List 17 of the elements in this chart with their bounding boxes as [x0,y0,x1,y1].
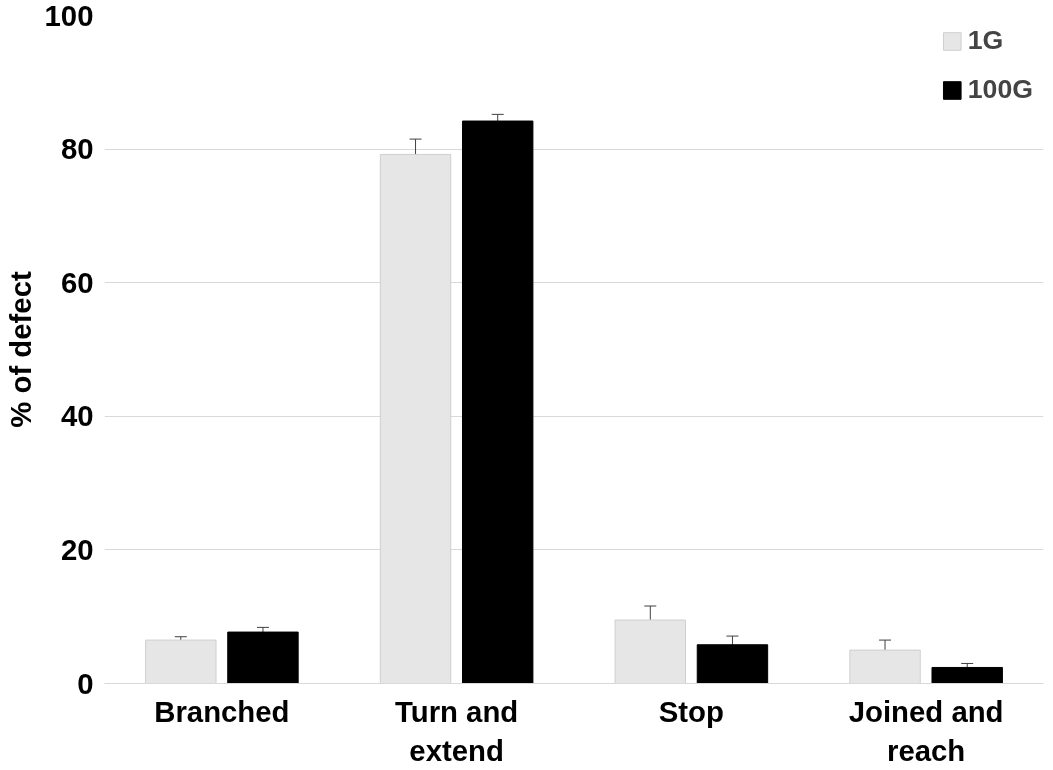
x-tick-label: Branched [154,694,290,728]
y-tick-label: 0 [77,666,94,700]
x-tick-label: Turn and extend [394,694,519,768]
y-axis-title: % of defect [3,271,37,428]
y-tick-label: 60 [60,265,94,299]
x-tick-label: Stop [658,694,724,728]
y-tick-label: 100 [44,0,94,32]
legend-label: 1G [967,25,1004,56]
x-tick-label: Joined and reach [848,694,1004,768]
legend-label: 100G [967,74,1033,105]
bar [461,120,534,684]
y-tick-label: 80 [60,132,94,166]
bar [227,631,299,684]
bar [696,644,769,684]
bar [931,666,1003,684]
y-tick-label: 40 [60,399,94,433]
y-tick-label: 20 [60,532,94,566]
